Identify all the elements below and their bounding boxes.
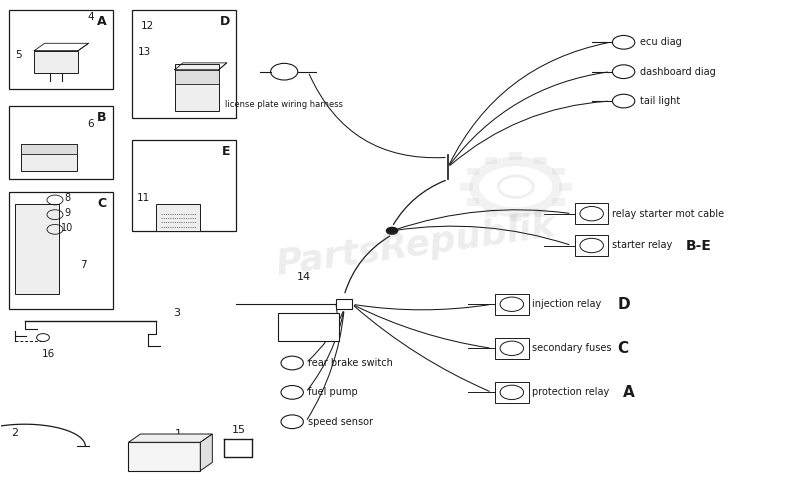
Text: 1: 1 xyxy=(174,429,182,439)
Text: fuel pump: fuel pump xyxy=(308,387,358,397)
Bar xyxy=(485,209,498,217)
Text: 6: 6 xyxy=(87,119,94,129)
Bar xyxy=(157,204,200,231)
Bar xyxy=(495,382,529,403)
Text: tail light: tail light xyxy=(639,96,680,106)
Text: SENSORBOX: SENSORBOX xyxy=(294,328,322,332)
Circle shape xyxy=(498,176,534,197)
Bar xyxy=(466,167,479,175)
Text: 9: 9 xyxy=(65,208,70,218)
Text: 5: 5 xyxy=(15,50,22,59)
Text: D: D xyxy=(220,15,230,28)
Text: B-E: B-E xyxy=(686,239,712,252)
Polygon shape xyxy=(129,434,212,442)
Text: 7: 7 xyxy=(81,260,87,270)
Text: 15: 15 xyxy=(232,425,246,435)
Text: 12: 12 xyxy=(141,21,154,31)
Text: ecu diag: ecu diag xyxy=(639,37,682,47)
Bar xyxy=(133,140,236,231)
Text: SENSORBOX: SENSORBOX xyxy=(289,320,327,326)
Text: 3: 3 xyxy=(173,308,180,318)
Bar xyxy=(9,10,113,89)
Bar xyxy=(336,300,352,309)
Text: rear brake switch: rear brake switch xyxy=(308,358,393,368)
Bar xyxy=(534,209,547,217)
Bar xyxy=(552,198,565,206)
Text: 14: 14 xyxy=(297,273,311,282)
Polygon shape xyxy=(200,434,212,471)
Text: 2: 2 xyxy=(11,428,18,437)
Bar xyxy=(485,157,498,164)
Text: A: A xyxy=(97,15,106,28)
Text: 4: 4 xyxy=(87,12,94,23)
Bar xyxy=(575,235,609,256)
Bar xyxy=(510,213,522,221)
Text: C: C xyxy=(618,341,628,356)
Bar xyxy=(460,183,473,191)
Bar xyxy=(9,106,113,179)
Text: license plate wiring harness: license plate wiring harness xyxy=(226,100,343,109)
Text: 11: 11 xyxy=(137,192,150,202)
Bar xyxy=(575,203,609,224)
Text: 13: 13 xyxy=(138,47,151,57)
Bar xyxy=(34,51,78,73)
Bar xyxy=(559,183,572,191)
Text: relay starter mot cable: relay starter mot cable xyxy=(612,209,724,218)
Text: dashboard diag: dashboard diag xyxy=(639,67,715,77)
Text: 16: 16 xyxy=(42,349,55,359)
Bar xyxy=(15,204,59,295)
Bar xyxy=(552,167,565,175)
Bar xyxy=(278,313,338,341)
Bar xyxy=(534,157,547,164)
Bar xyxy=(495,338,529,358)
Text: D: D xyxy=(618,297,630,312)
Text: 8: 8 xyxy=(65,192,70,202)
Text: starter relay: starter relay xyxy=(612,241,672,250)
Text: C: C xyxy=(97,196,106,210)
Text: B: B xyxy=(97,111,106,124)
Bar xyxy=(174,70,218,84)
Text: speed sensor: speed sensor xyxy=(308,417,373,427)
Text: 10: 10 xyxy=(61,223,73,233)
Circle shape xyxy=(386,227,398,234)
Text: E: E xyxy=(222,145,230,158)
Bar xyxy=(510,153,522,160)
Bar xyxy=(174,64,218,111)
Bar xyxy=(133,10,236,118)
Text: A: A xyxy=(622,385,634,400)
Bar xyxy=(129,442,200,471)
Bar xyxy=(21,144,77,171)
Text: secondary fuses: secondary fuses xyxy=(532,343,611,354)
Bar xyxy=(9,191,113,309)
Text: protection relay: protection relay xyxy=(532,387,609,397)
Text: injection relay: injection relay xyxy=(532,299,601,309)
Bar xyxy=(495,294,529,315)
Bar xyxy=(21,144,77,154)
Text: PartsRepublik: PartsRepublik xyxy=(274,209,558,282)
Bar xyxy=(466,198,479,206)
